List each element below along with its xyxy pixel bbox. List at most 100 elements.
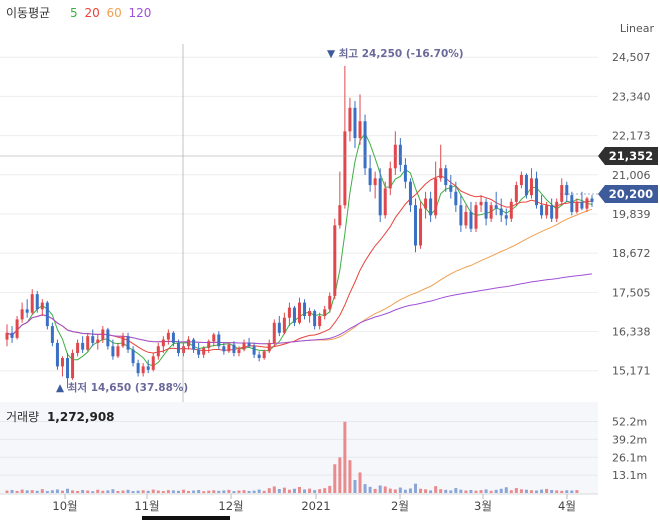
candle[interactable] [66,352,70,389]
candle[interactable] [550,198,554,222]
candle[interactable] [413,198,417,253]
volume-bar[interactable] [388,488,392,493]
candle[interactable] [60,356,64,377]
candle[interactable] [419,201,423,249]
candle[interactable] [131,346,135,367]
volume-bar[interactable] [171,490,175,493]
candle[interactable] [570,191,574,216]
candle[interactable] [449,174,453,199]
candle[interactable] [71,349,75,380]
candle[interactable] [545,201,549,219]
candle[interactable] [121,332,125,348]
volume-bar[interactable] [71,490,75,493]
volume-bar[interactable] [25,490,29,493]
candle[interactable] [282,312,286,335]
volume-bar[interactable] [444,489,448,493]
candle[interactable] [151,352,155,372]
candle[interactable] [303,299,307,320]
volume-bar[interactable] [383,486,387,493]
candle[interactable] [434,161,438,219]
candle[interactable] [585,196,589,212]
volume-bar[interactable] [86,490,90,493]
candle[interactable] [111,339,115,360]
volume-bar[interactable] [10,489,14,493]
candle[interactable] [197,342,201,359]
candle[interactable] [514,181,518,206]
candle[interactable] [237,346,241,357]
volume-bar[interactable] [484,489,488,493]
candle[interactable] [398,138,402,172]
candle[interactable] [227,342,231,353]
candle[interactable] [171,331,175,347]
volume-bar[interactable] [262,490,266,493]
candle[interactable] [298,297,301,325]
volume-bar[interactable] [237,490,241,493]
volume-bar[interactable] [318,489,322,493]
volume-bar[interactable] [242,490,246,493]
volume-bar[interactable] [66,488,70,493]
volume-bar[interactable] [429,490,433,493]
candle[interactable] [590,195,594,207]
chart-scrollbar-thumb[interactable] [142,516,230,520]
volume-bar[interactable] [126,489,130,493]
candle[interactable] [187,336,191,350]
candle[interactable] [5,324,9,347]
volume-bar[interactable] [116,490,120,493]
candle[interactable] [328,292,332,313]
candle[interactable] [96,334,100,350]
volume-bar[interactable] [398,487,402,493]
candle[interactable] [25,299,29,318]
candle[interactable] [207,339,211,353]
candle[interactable] [499,198,503,222]
volume-bar[interactable] [368,486,372,493]
volume-bar[interactable] [272,486,276,493]
candle[interactable] [388,161,392,196]
volume-bar[interactable] [424,489,428,493]
volume-bar[interactable] [76,490,80,493]
volume-bar[interactable] [5,490,9,493]
volume-bar[interactable] [308,488,312,493]
volume-bar[interactable] [413,483,417,493]
candle[interactable] [489,201,493,222]
candle[interactable] [156,342,160,360]
candle[interactable] [343,65,347,209]
volume-bar[interactable] [101,490,105,493]
legend-period-20[interactable]: 20 [85,6,100,20]
candle[interactable] [136,359,140,377]
candle[interactable] [222,342,226,355]
candlestick-series[interactable] [5,65,594,389]
volume-bar[interactable] [121,490,125,493]
volume-bar[interactable] [166,490,170,493]
scale-mode-label[interactable]: Linear [620,22,655,35]
candle[interactable] [232,341,236,357]
candle[interactable] [393,131,397,175]
candle[interactable] [141,363,145,377]
volume-bar[interactable] [323,488,327,493]
candle[interactable] [146,359,150,374]
candle[interactable] [313,309,317,330]
candle[interactable] [40,299,44,317]
candle[interactable] [272,319,276,347]
volume-bar[interactable] [40,489,44,493]
candle[interactable] [439,144,443,182]
volume-bar[interactable] [197,489,201,493]
volume-bar[interactable] [519,489,523,493]
candle[interactable] [555,198,559,222]
volume-bar[interactable] [106,490,110,493]
volume-bar[interactable] [156,490,160,493]
candle[interactable] [30,289,34,315]
volume-bar[interactable] [287,489,291,493]
volume-bar[interactable] [343,421,347,493]
candle[interactable] [363,114,367,175]
candle[interactable] [212,332,216,347]
candle[interactable] [560,178,564,206]
candle[interactable] [86,332,90,352]
candle[interactable] [368,154,372,192]
volume-bar[interactable] [252,490,256,493]
candle[interactable] [333,218,337,300]
volume-bar[interactable] [333,464,337,493]
volume-bar[interactable] [494,489,498,493]
candle[interactable] [35,290,39,313]
volume-bar[interactable] [565,490,569,493]
volume-bar[interactable] [408,488,412,493]
